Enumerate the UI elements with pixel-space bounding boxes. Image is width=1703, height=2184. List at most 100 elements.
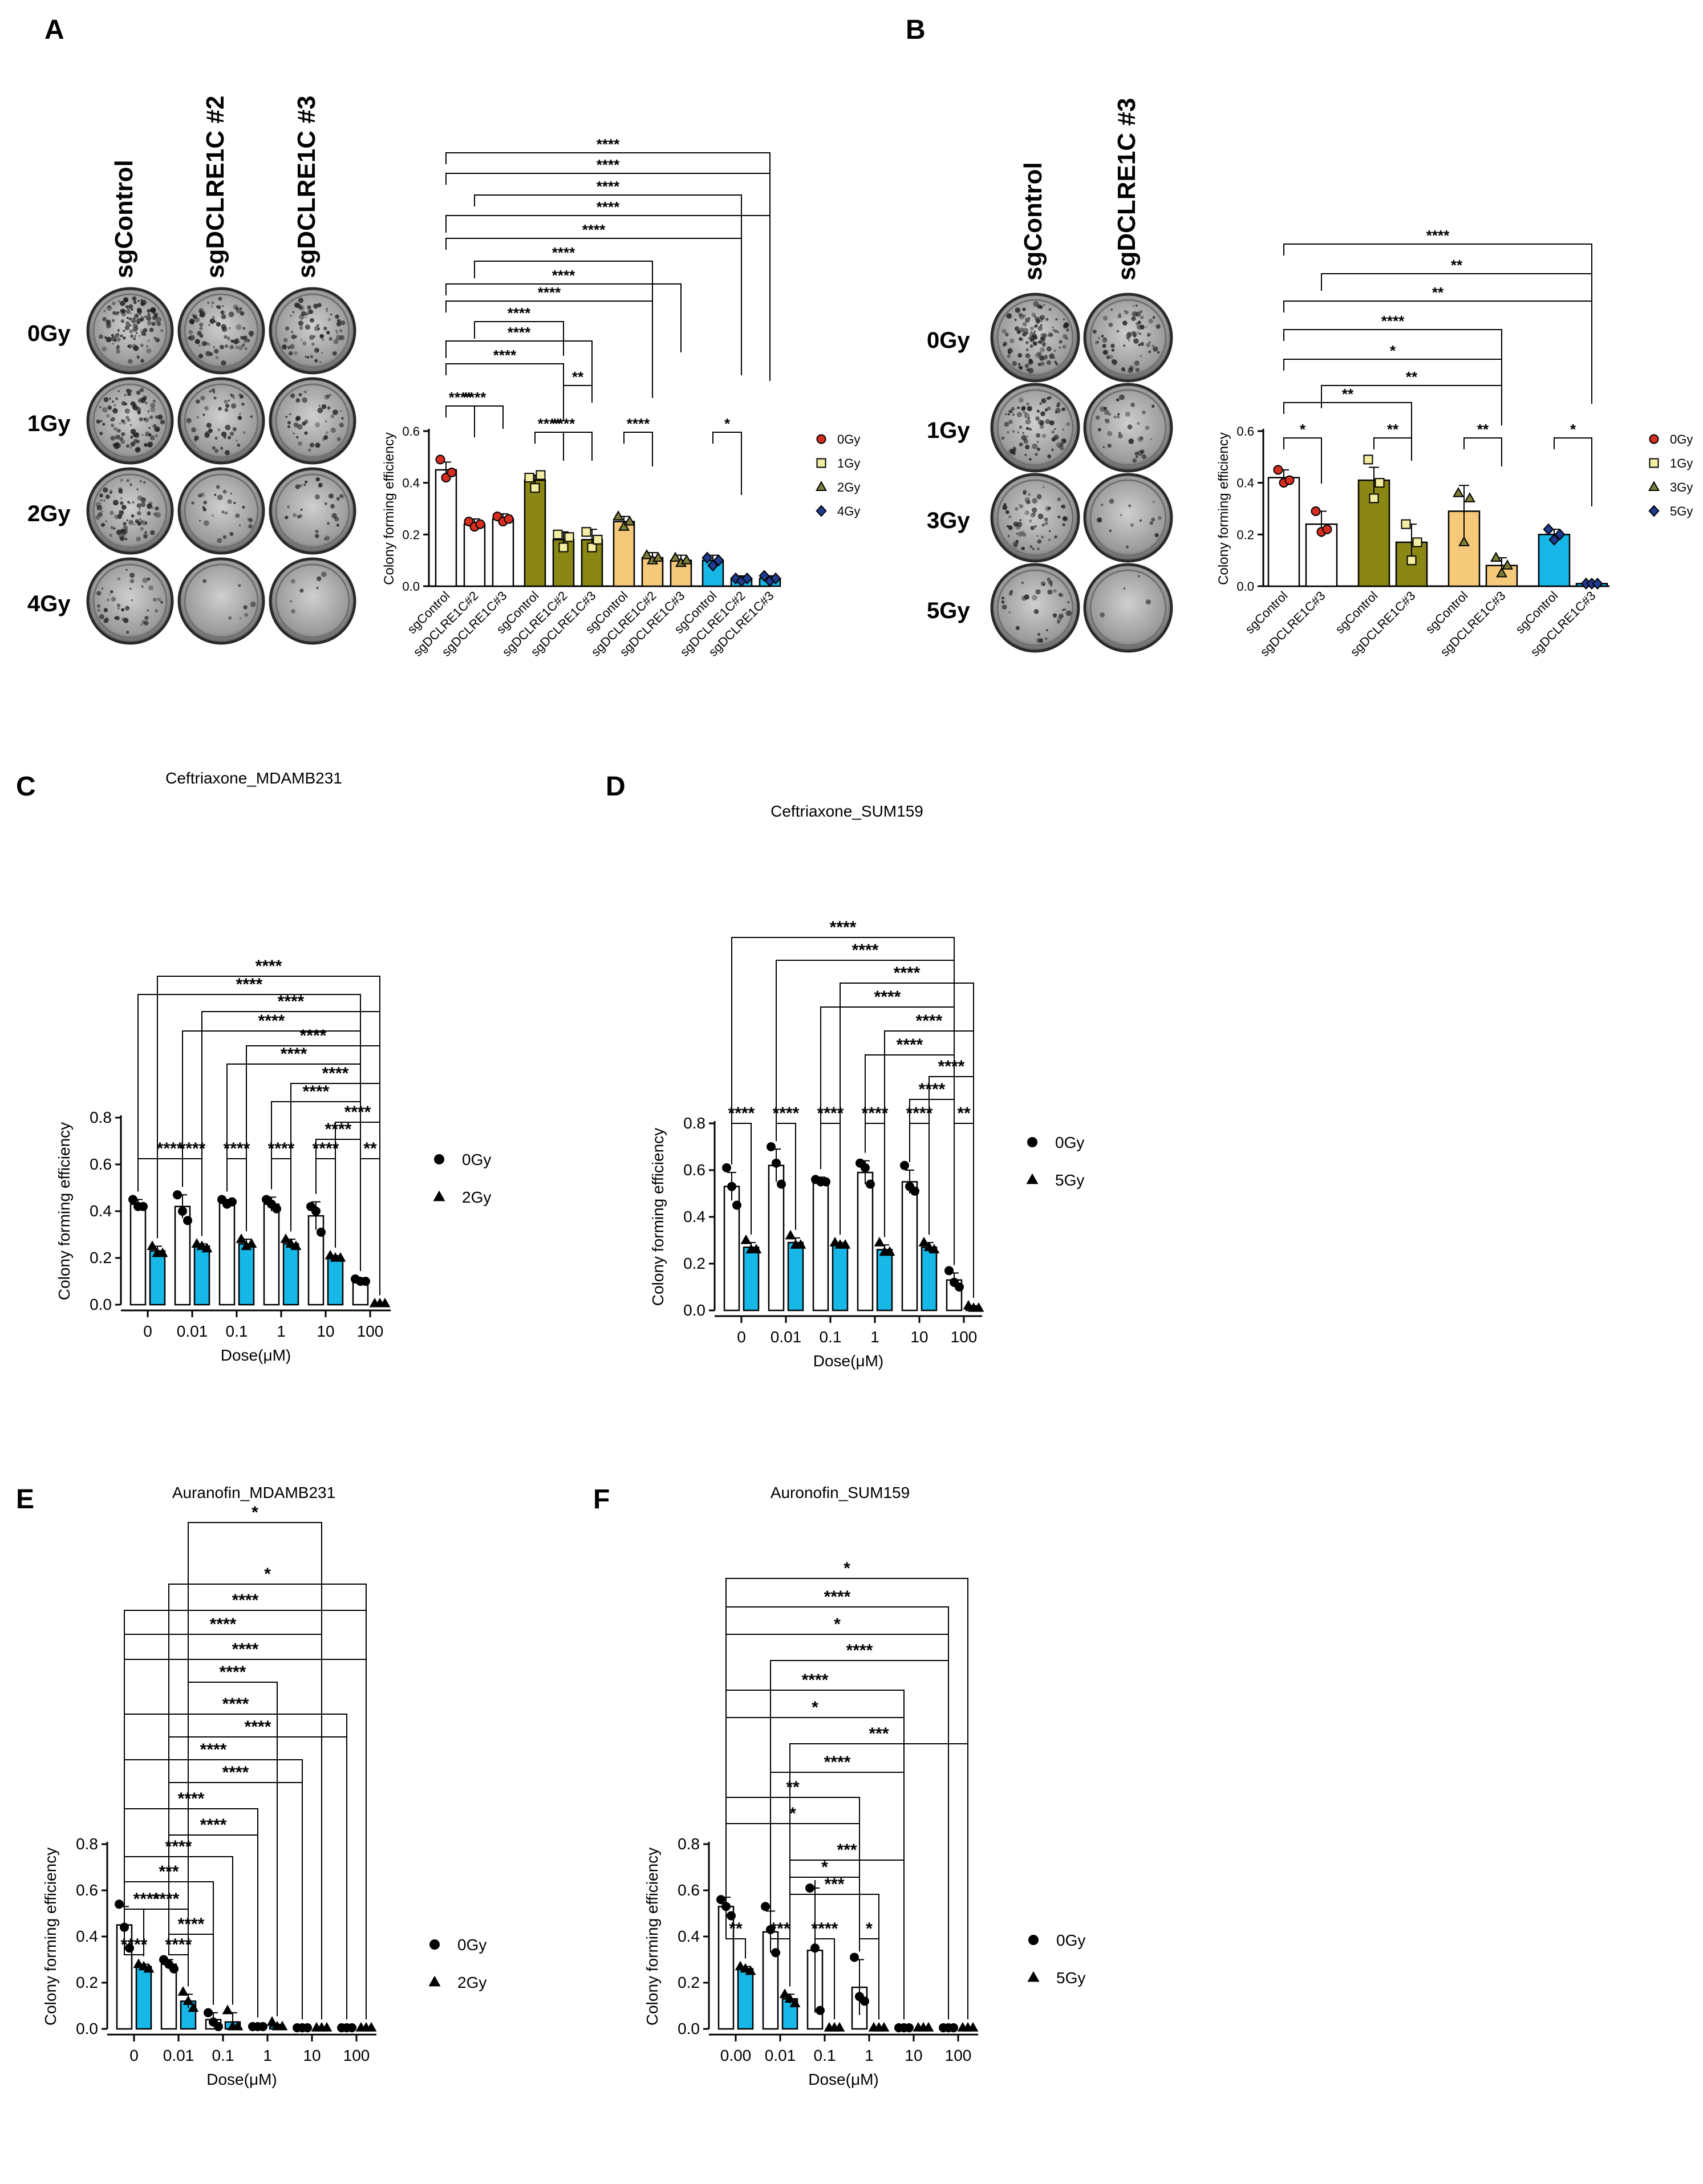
chart-a-comparison-bracket <box>445 405 504 429</box>
chart-a-significance-label: **** <box>597 156 620 173</box>
plate-b-r0-c0-colony <box>1008 349 1011 352</box>
plate-a-r0-c0-colony <box>120 301 125 306</box>
plate-b-r1-c0-colony <box>1025 412 1027 415</box>
plate-b-r0-c0-colony <box>1029 335 1035 342</box>
plate-b-r1-c0-colony <box>1022 432 1024 434</box>
plate-a-r0-c0-colony <box>140 359 145 363</box>
chart-a-legend-marker <box>816 458 826 468</box>
plate-a-r0-c2-colony <box>319 361 322 363</box>
chart-a-ytick-label: 0.4 <box>402 476 420 490</box>
chart-c-point <box>228 1197 237 1207</box>
chart-f-significance-label: ** <box>786 1778 800 1797</box>
chart-e-point <box>366 2021 377 2032</box>
chart-f-ylabel: Colony forming efficiency <box>643 1848 661 2025</box>
plate-b-r2-c0-colony <box>1054 535 1057 539</box>
plate-b-r1-c1-colony <box>1118 432 1121 435</box>
plate-a-r2-c0-colony <box>117 514 122 519</box>
plate-b-r0-c0-colony <box>1003 343 1005 347</box>
chart-b-significance-label: * <box>1300 421 1306 438</box>
plate-a-r1-c0-colony <box>141 434 144 436</box>
plate-a-r1-c1-colony <box>221 431 227 437</box>
chart-b-legend-label: 0Gy <box>1670 432 1693 446</box>
plate-a-r1-c1-colony <box>214 436 218 440</box>
plate-b-r3-c1 <box>1083 563 1173 653</box>
chart-c-bar <box>218 1201 236 1306</box>
plate-b-r0-c0-colony <box>1035 352 1040 358</box>
plate-a-r1-c1-colony <box>218 407 222 411</box>
plate-b-r3-c0-colony <box>1036 638 1041 643</box>
plate-a-r3-c0-colony <box>125 606 130 611</box>
plate-a-r1-c1-colony <box>237 444 241 447</box>
chart-d-ytick-label: 0.8 <box>683 1114 705 1132</box>
chart-d-comparison-bracket <box>954 1123 974 1298</box>
plate-a-r1-c0-colony <box>127 391 132 396</box>
plate-a-r0-c0-colony <box>149 327 154 332</box>
plate-a-r3-c0-colony <box>142 577 148 583</box>
plate-b-r3-c0-colony <box>1064 608 1067 611</box>
chart-b-significance-label: ** <box>1432 284 1444 301</box>
plate-a-r1-c1-colony <box>200 395 205 401</box>
plate-a-r2-c2-colony <box>300 509 303 511</box>
plate-a-r2-c0-colony <box>137 495 143 501</box>
chart-f-comparison-bracket <box>725 1889 746 1959</box>
plate-b-r0-c0-colony <box>1033 330 1036 333</box>
plate-a-r2-c0-rim <box>92 473 168 549</box>
chart-b-point <box>1490 551 1502 562</box>
plate-a-r3-c1-dish <box>177 557 265 645</box>
plate-a-r1-c2-colony <box>315 422 321 428</box>
plate-a-r2-c2-colony <box>327 522 330 525</box>
plate-b-r1-c0-colony <box>1021 407 1025 411</box>
plate-b-r0-c0-colony <box>1066 328 1069 332</box>
chart-b-comparison-bracket <box>1283 359 1502 399</box>
plate-b-r3-c0-colony <box>1062 608 1064 611</box>
panel-label-e: E <box>16 1484 34 1515</box>
chart-b-point <box>1458 536 1470 546</box>
chart-f-significance-label: ** <box>729 1919 743 1938</box>
plate-a-r2-c2-colony <box>324 502 327 505</box>
chart-e-point <box>177 1986 189 1996</box>
plate-b-r1-c0-colony <box>1047 454 1052 458</box>
plate-b-r0-c0-colony <box>1031 312 1036 317</box>
chart-d-point <box>722 1163 731 1172</box>
plate-a-r0-c1-colony <box>199 310 202 313</box>
plate-a-r0-c1-colony <box>235 345 240 350</box>
chart-d-significance-label: **** <box>919 1080 946 1099</box>
plate-b-r2-c0-colony <box>1048 506 1051 510</box>
plate-a-r3-c1-colony <box>250 601 256 607</box>
plate-b-r3-c1-dish <box>1083 563 1173 653</box>
plate-a-r1-c0-colony <box>152 424 157 429</box>
chart-f-comparison-bracket <box>725 1606 949 2020</box>
chart-a-ytick-label: 0.0 <box>402 579 420 594</box>
plate-b-r3-c0-colony <box>1047 577 1051 582</box>
chart-d-significance-label: **** <box>862 1104 889 1123</box>
plate-a-r0-c2-colony <box>336 332 338 334</box>
plate-a-r0-c2-colony <box>291 331 293 334</box>
plate-a-r0-c1-colony <box>241 343 245 347</box>
plate-a-r0-c1-colony <box>217 305 221 310</box>
chart-b-xtick-label: sgDCLRE1C#3 <box>1528 588 1599 659</box>
plate-b-r3-c0-dish <box>990 563 1080 653</box>
chart-e-legend-label: 2Gy <box>457 1974 486 1991</box>
plate-b-r2-c0-colony <box>1003 503 1007 506</box>
plate-a-r1-c2-colony <box>321 404 327 409</box>
plate-a-r2-c1-colony <box>248 524 253 529</box>
plate-b-r0-c0-colony <box>1033 315 1036 318</box>
chart-d-xtick-label: 100 <box>951 1328 978 1346</box>
plate-a-r0-c0-colony <box>128 317 132 320</box>
plate-b-r0-c0-colony <box>1027 368 1030 371</box>
plate-b-r0-c0-colony <box>1054 360 1057 363</box>
plate-a-r2-c1-colony <box>212 514 214 517</box>
chart-c-significance-label: **** <box>179 1139 206 1158</box>
plate-b-r0-c1-colony <box>1140 342 1144 346</box>
plate-a-r1-c2-colony <box>287 425 290 428</box>
chart-d-bar <box>876 1249 893 1312</box>
plate-a-r0-c0-colony <box>128 324 132 327</box>
plate-a-r1-c0-colony <box>143 395 147 400</box>
plate-b-r1-c0-colony <box>1032 443 1038 449</box>
plate-b-r0-c0-colony <box>1052 326 1054 329</box>
plate-a-r0-c0-rim <box>92 293 168 368</box>
panel-label-a: A <box>44 15 64 45</box>
plate-a-r0-c0-colony <box>126 305 131 310</box>
plate-a-r2-c0-colony <box>128 502 131 505</box>
